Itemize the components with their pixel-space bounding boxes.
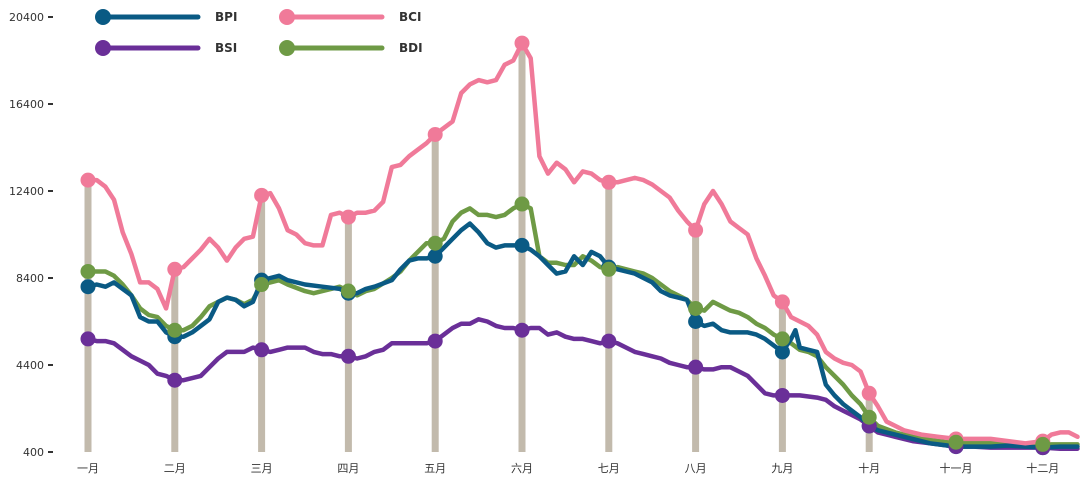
x-tick-label: 二月: [164, 462, 186, 475]
x-tick-label: 九月: [771, 462, 793, 475]
legend-item-bci: BCI: [279, 9, 421, 25]
series-marker-bsi: [601, 333, 617, 349]
series-line-bdi: [85, 201, 1080, 447]
series-marker-bpi: [774, 344, 790, 360]
legend-item-bsi: BSI: [95, 40, 237, 56]
y-tick-label: 20400: [9, 11, 44, 24]
series-marker-bpi: [80, 279, 96, 295]
series-marker-bdi: [427, 235, 443, 251]
legend-swatch-marker: [95, 40, 111, 56]
series-marker-bci: [427, 126, 443, 142]
series-marker-bdi: [1035, 436, 1051, 452]
series-marker-bsi: [254, 342, 270, 358]
legend-swatch-marker: [279, 40, 295, 56]
month-bar: [258, 195, 266, 452]
x-tick-label: 四月: [337, 462, 359, 475]
x-tick-label: 六月: [511, 462, 533, 475]
month-bar: [344, 217, 352, 452]
series-line-bpi: [85, 221, 1080, 450]
series-marker-bci: [340, 209, 356, 225]
series-marker-bpi: [688, 314, 704, 329]
legend-label: BSI: [215, 41, 237, 55]
legend-swatch-marker: [95, 9, 111, 25]
series-line-layer: [85, 40, 1080, 451]
series-marker-bdi: [80, 263, 96, 279]
series-marker-bdi: [254, 277, 270, 293]
series-marker-bdi: [514, 196, 530, 212]
series-marker-bsi: [514, 322, 530, 338]
series-marker-bci: [861, 385, 877, 401]
series-marker-bdi: [774, 331, 790, 347]
x-tick-label: 一月: [77, 462, 99, 475]
legend-item-bdi: BDI: [279, 40, 423, 56]
series-marker-bsi: [340, 348, 356, 364]
y-tick-label: 4400: [16, 359, 44, 372]
legend-label: BPI: [215, 10, 237, 24]
series-marker-bsi: [427, 333, 443, 349]
legend-swatch-marker: [279, 9, 295, 25]
y-tick-label: 16400: [9, 98, 44, 111]
legend-item-bpi: BPI: [95, 9, 237, 25]
series-marker-bdi: [861, 409, 877, 425]
series-marker-bci: [167, 261, 183, 277]
series-marker-bpi: [514, 237, 530, 253]
series-marker-bci: [601, 174, 617, 190]
series-marker-bsi: [80, 331, 96, 347]
x-tick-label: 八月: [685, 462, 707, 475]
month-bar: [692, 230, 700, 452]
series-line-bci: [85, 40, 1080, 446]
series-marker-bpi: [427, 248, 443, 264]
series-marker-bdi: [167, 322, 183, 338]
series-marker-bci: [514, 35, 530, 51]
series-marker-bdi: [688, 300, 704, 316]
y-tick-label: 400: [23, 446, 44, 459]
x-tick-label: 七月: [598, 462, 620, 475]
x-tick-label: 十一月: [940, 461, 973, 475]
x-tick-label: 十二月: [1026, 461, 1059, 475]
y-tick-label: 8400: [16, 272, 44, 285]
series-marker-bci: [688, 222, 704, 238]
legend-label: BDI: [399, 41, 423, 55]
month-bar: [171, 269, 179, 452]
series-marker-bsi: [167, 372, 183, 388]
month-bar: [431, 134, 439, 452]
month-bar: [778, 301, 786, 452]
legend: BPI BCI BSI BDI: [95, 9, 423, 56]
legend-label: BCI: [399, 10, 421, 24]
series-marker-bci: [774, 294, 790, 310]
y-tick-label: 12400: [9, 185, 44, 198]
x-tick-label: 三月: [251, 462, 273, 475]
x-axis: 一月 二月 三月 四月 五月 六月 七月 八月 九月 十月 十一月 十二月: [77, 461, 1059, 475]
series-marker-bsi: [774, 387, 790, 403]
series-marker-layer: [80, 35, 1051, 456]
month-bar-layer: [84, 43, 1047, 453]
series-marker-bci: [254, 187, 270, 203]
month-bar: [84, 180, 92, 452]
month-bar: [605, 182, 613, 453]
series-line-bsi: [85, 317, 1080, 451]
x-tick-label: 十月: [858, 461, 880, 475]
series-marker-bci: [80, 172, 96, 188]
series-marker-bsi: [688, 359, 704, 375]
series-marker-bdi: [948, 434, 964, 450]
x-tick-label: 五月: [424, 462, 446, 475]
series-marker-bdi: [340, 283, 356, 299]
y-axis: 400 4400 8400 12400 16400 20400: [9, 11, 53, 459]
series-marker-bdi: [601, 261, 617, 277]
